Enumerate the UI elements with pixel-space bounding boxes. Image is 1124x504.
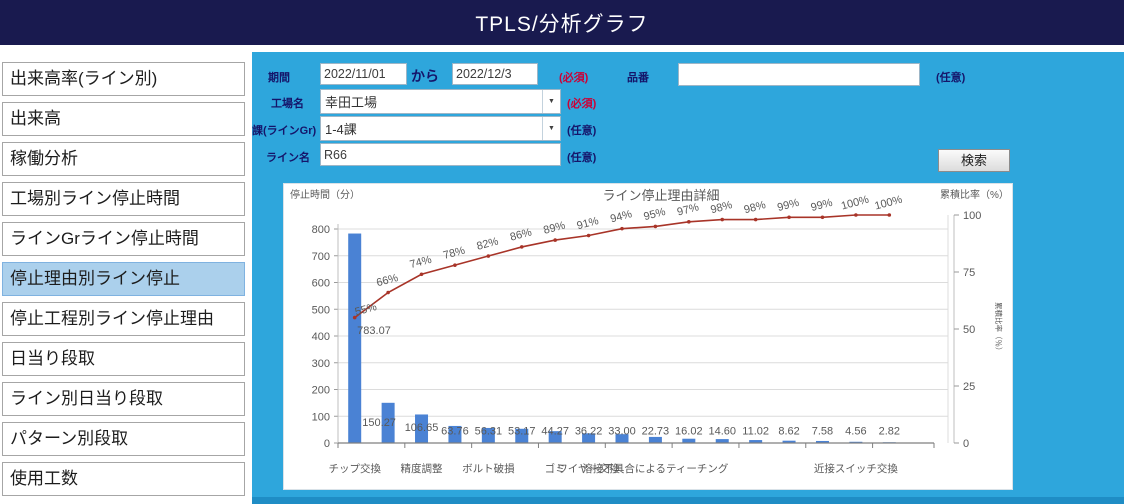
factory-dropdown-arrow-icon[interactable]: ▼ <box>542 90 560 113</box>
svg-text:2.82: 2.82 <box>879 426 900 438</box>
sidebar-item[interactable]: 工場別ライン停止時間 <box>2 182 245 216</box>
svg-text:0: 0 <box>963 438 969 450</box>
svg-text:100%: 100% <box>873 194 903 213</box>
svg-text:98%: 98% <box>709 199 734 216</box>
svg-text:11.02: 11.02 <box>742 426 769 438</box>
part-no-optional-note: (任意) <box>936 72 966 84</box>
svg-text:78%: 78% <box>442 245 467 262</box>
factory-select[interactable]: 幸田工場 ▼ <box>320 89 561 114</box>
svg-text:99%: 99% <box>776 197 801 214</box>
svg-text:100%: 100% <box>840 194 870 213</box>
line-name-input[interactable] <box>320 143 561 166</box>
svg-text:86%: 86% <box>509 226 534 243</box>
svg-text:75: 75 <box>963 267 975 279</box>
svg-text:600: 600 <box>312 278 330 290</box>
factory-label: 工場名 <box>271 98 304 110</box>
part-no-label: 品番 <box>627 72 649 84</box>
sidebar-item[interactable]: 稼働分析 <box>2 142 245 176</box>
svg-text:91%: 91% <box>576 215 601 232</box>
svg-text:63.76: 63.76 <box>441 426 469 438</box>
svg-text:97%: 97% <box>676 201 701 218</box>
svg-text:停止時間（分）: 停止時間（分） <box>290 188 360 201</box>
period-separator: から <box>411 68 439 84</box>
panel-bottom-edge <box>252 497 1124 504</box>
svg-text:25: 25 <box>963 381 975 393</box>
svg-text:8.62: 8.62 <box>778 426 799 438</box>
svg-text:53.17: 53.17 <box>508 426 536 438</box>
svg-text:14.60: 14.60 <box>708 426 736 438</box>
svg-text:22.73: 22.73 <box>642 426 670 438</box>
svg-text:33.00: 33.00 <box>608 426 636 438</box>
svg-text:ボルト破損: ボルト破損 <box>462 462 515 475</box>
svg-text:783.07: 783.07 <box>357 325 391 337</box>
line-gr-label: 課(ラインGr) <box>252 125 317 137</box>
line-name-optional-note: (任意) <box>567 152 597 164</box>
line-gr-optional-note: (任意) <box>567 125 597 137</box>
factory-required-note: (必須) <box>567 98 597 110</box>
sidebar-item[interactable]: 出来高率(ライン別) <box>2 62 245 96</box>
svg-text:89%: 89% <box>542 219 567 236</box>
svg-text:95%: 95% <box>642 206 667 223</box>
svg-text:500: 500 <box>312 304 330 316</box>
svg-text:16.02: 16.02 <box>675 426 703 438</box>
period-from-input[interactable] <box>320 63 407 85</box>
period-required-note: (必須) <box>559 72 589 84</box>
line-gr-selected-value: 1-4課 <box>325 122 357 137</box>
line-name-label: ライン名 <box>266 152 310 164</box>
svg-text:800: 800 <box>312 224 330 236</box>
svg-text:溶接不具合によるティーチング: 溶接不具合によるティーチング <box>582 462 729 475</box>
svg-text:56.31: 56.31 <box>475 426 503 438</box>
svg-text:66%: 66% <box>375 272 400 289</box>
search-button[interactable]: 検索 <box>938 149 1010 172</box>
sidebar-item[interactable]: 出来高 <box>2 102 245 136</box>
sidebar-item[interactable]: 停止理由別ライン停止 <box>2 262 245 296</box>
svg-text:4.56: 4.56 <box>845 426 866 438</box>
svg-text:精度調整: 精度調整 <box>401 462 443 475</box>
sidebar-item[interactable]: ラインGrライン停止時間 <box>2 222 245 256</box>
svg-text:近接スイッチ交換: 近接スイッチ交換 <box>814 462 898 475</box>
svg-text:98%: 98% <box>743 199 768 216</box>
svg-text:400: 400 <box>312 331 330 343</box>
period-label: 期間 <box>268 72 290 84</box>
line-gr-dropdown-arrow-icon[interactable]: ▼ <box>542 117 560 140</box>
sidebar-item[interactable]: ライン別日当り段取 <box>2 382 245 416</box>
svg-text:50: 50 <box>963 324 975 336</box>
svg-text:44.27: 44.27 <box>541 426 569 438</box>
svg-text:150.27: 150.27 <box>362 417 396 429</box>
svg-text:36.22: 36.22 <box>575 426 603 438</box>
svg-text:700: 700 <box>312 251 330 263</box>
svg-text:106.65: 106.65 <box>405 422 439 434</box>
svg-text:ワイヤー交換: ワイヤー交換 <box>557 462 620 475</box>
line-gr-select[interactable]: 1-4課 ▼ <box>320 116 561 141</box>
factory-selected-value: 幸田工場 <box>325 95 378 110</box>
svg-text:100: 100 <box>312 411 330 423</box>
chart-panel: 0 100 200 300 400 500 600 700 800 783.07 150.27 106… <box>283 183 1013 490</box>
svg-text:200: 200 <box>312 385 330 397</box>
sidebar-item[interactable]: 使用工数 <box>2 462 245 496</box>
svg-text:7.58: 7.58 <box>812 426 833 438</box>
svg-text:累積比率（%）: 累積比率（%） <box>940 188 1009 201</box>
sidebar-item[interactable]: 停止工程別ライン停止理由 <box>2 302 245 336</box>
svg-text:99%: 99% <box>810 197 835 214</box>
app-header: TPLS/分析グラフ <box>0 0 1124 45</box>
svg-text:累積比率（％）: 累積比率（％） <box>994 302 1004 355</box>
svg-text:100: 100 <box>963 210 981 222</box>
svg-text:ライン停止理由詳細: ライン停止理由詳細 <box>602 188 719 203</box>
svg-text:55%: 55% <box>354 301 379 318</box>
svg-text:74%: 74% <box>409 254 434 271</box>
svg-text:300: 300 <box>312 358 330 370</box>
page-title: TPLS/分析グラフ <box>475 12 649 36</box>
sidebar-item[interactable]: パターン別段取 <box>2 422 245 456</box>
svg-text:チップ交換: チップ交換 <box>328 462 381 475</box>
period-to-input[interactable] <box>452 63 538 85</box>
part-no-input[interactable] <box>678 63 920 86</box>
svg-text:0: 0 <box>324 438 330 450</box>
svg-text:ゴミ: ゴミ <box>545 462 566 475</box>
svg-text:82%: 82% <box>475 235 500 252</box>
sidebar-item[interactable]: 日当り段取 <box>2 342 245 376</box>
svg-text:94%: 94% <box>609 208 634 225</box>
sidebar: 出来高率(ライン別) 出来高稼働分析工場別ライン停止時間 ラインGrライン停止時間停… <box>0 50 247 504</box>
